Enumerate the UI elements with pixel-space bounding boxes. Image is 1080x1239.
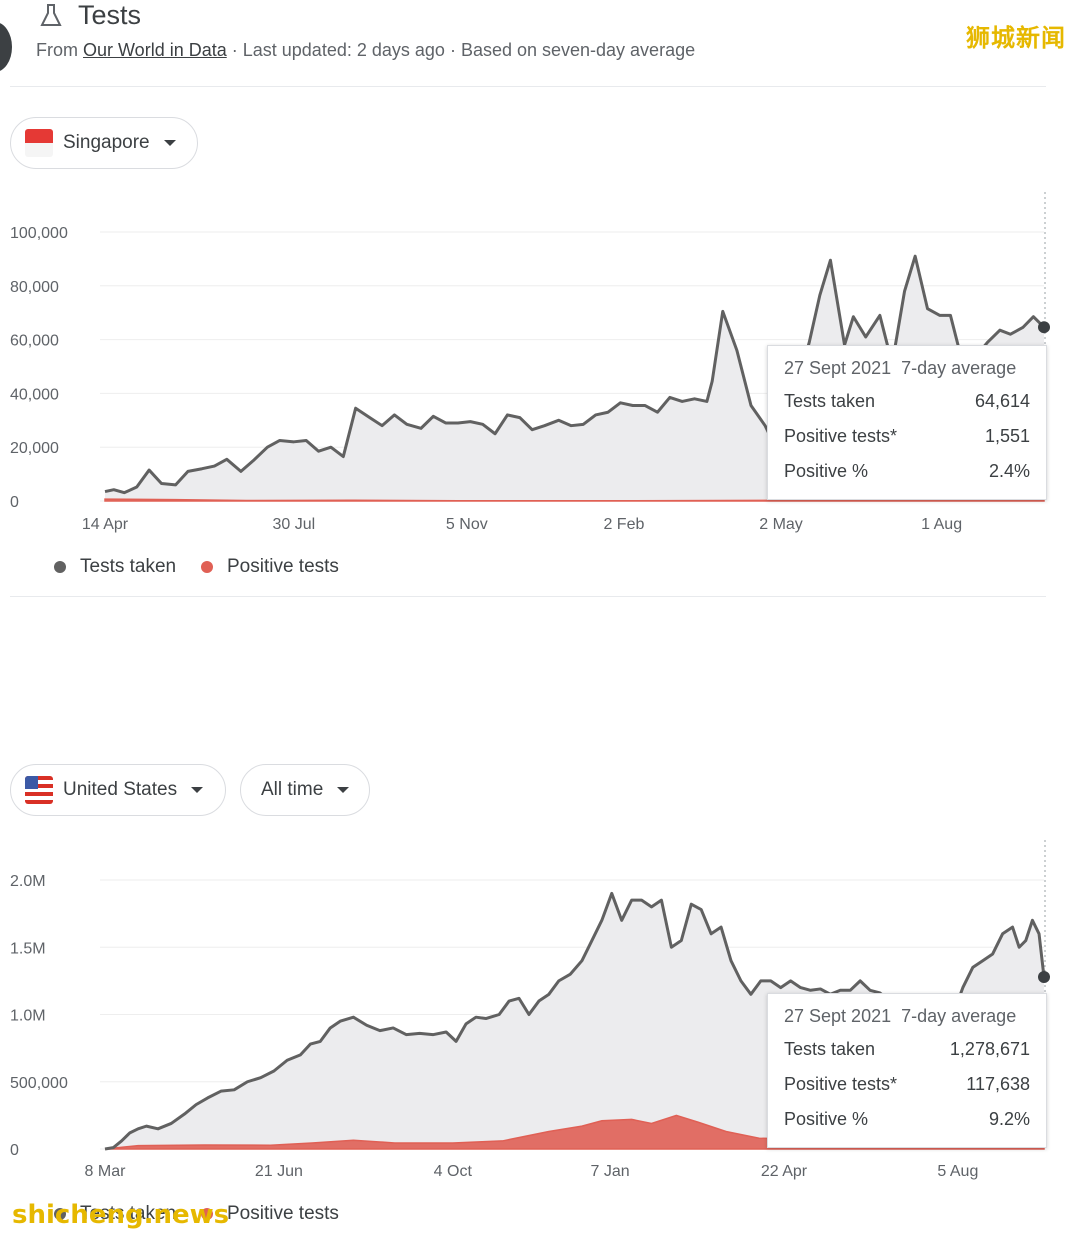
legend-label: Positive tests: [227, 1203, 339, 1224]
legend-label: Positive tests: [227, 556, 339, 577]
united-states-tooltip: 27 Sept 2021 7-day average Tests taken 1…: [767, 993, 1047, 1148]
legend-positive-tests[interactable]: Positive tests: [201, 556, 339, 578]
tooltip-label: Positive tests*: [784, 1074, 898, 1094]
separator-dot: ·: [449, 40, 461, 60]
y-tick-label: 2.0M: [10, 873, 46, 890]
tooltip-value: 117,638: [966, 1074, 1030, 1094]
legend-dot-gray: [54, 561, 66, 573]
page-title: Tests: [78, 0, 142, 30]
y-tick-label: 60,000: [10, 333, 59, 350]
x-tick-label: 22 Apr: [761, 1163, 808, 1180]
separator-dot: ·: [231, 40, 243, 60]
legend-tests-taken[interactable]: Tests taken: [54, 1203, 176, 1225]
tooltip-value: 1,551: [984, 426, 1030, 446]
watermark-logo-bottom: shicheng.news: [12, 1200, 230, 1230]
legend-dot-gray: [54, 1208, 66, 1220]
legend-label: Tests taken: [80, 1203, 177, 1224]
country-select-label: Singapore: [63, 132, 150, 153]
basis-note: Based on seven-day average: [460, 40, 696, 60]
tooltip-row-positive: Positive tests* 1,551: [784, 426, 1030, 447]
tooltip-header: 27 Sept 2021 7-day average: [784, 1006, 1030, 1027]
y-tick-label: 0: [10, 1142, 19, 1159]
x-tick-label: 4 Oct: [434, 1163, 473, 1180]
chevron-down-icon: [337, 787, 350, 793]
tooltip-header: 27 Sept 2021 7-day average: [784, 358, 1030, 379]
tooltip-row-positive-pct: Positive % 9.2%: [784, 1109, 1030, 1130]
tooltip-row-positive: Positive tests* 117,638: [784, 1074, 1030, 1095]
y-tick-label: 1.0M: [10, 1008, 46, 1025]
header-divider: [10, 86, 1046, 87]
source-line: From Our World in Data · Last updated: 2…: [36, 40, 695, 61]
country-select-singapore[interactable]: Singapore: [10, 117, 198, 169]
x-tick-label: 5 Nov: [446, 516, 488, 533]
tooltip-value: 9.2%: [988, 1109, 1030, 1129]
latest-point-marker: [1038, 321, 1050, 334]
y-tick-label: 20,000: [10, 440, 59, 457]
x-tick-label: 8 Mar: [85, 1163, 127, 1180]
tooltip-value: 64,614: [974, 391, 1030, 411]
y-tick-label: 100,000: [10, 225, 68, 242]
legend-positive-tests[interactable]: Positive tests: [201, 1203, 339, 1225]
x-tick-label: 1 Aug: [921, 516, 962, 533]
x-tick-label: 2 May: [759, 516, 803, 533]
tooltip-label: Positive %: [784, 1109, 869, 1129]
tooltip-row-tests: Tests taken 1,278,671: [784, 1039, 1030, 1060]
legend-tests-taken[interactable]: Tests taken: [54, 556, 176, 578]
section-divider: [10, 596, 1046, 597]
from-label: From: [36, 40, 78, 60]
time-range-label: All time: [261, 779, 324, 800]
tooltip-row-positive-pct: Positive % 2.4%: [784, 461, 1030, 482]
x-tick-label: 2 Feb: [603, 516, 644, 533]
legend-dot-red: [201, 561, 213, 573]
x-tick-label: 7 Jan: [591, 1163, 630, 1180]
tooltip-date: 27 Sept 2021: [784, 1006, 892, 1026]
legend-label: Tests taken: [80, 556, 177, 577]
x-tick-label: 21 Jun: [255, 1163, 303, 1180]
watermark-logo-top: 狮城新闻: [966, 24, 1066, 52]
tooltip-row-tests: Tests taken 64,614: [784, 391, 1030, 412]
tooltip-basis: 7-day average: [901, 1006, 1017, 1026]
country-select-label: United States: [63, 779, 178, 800]
flask-icon: [40, 4, 62, 26]
tooltip-label: Tests taken: [784, 1039, 876, 1059]
singapore-flag-icon: [25, 129, 53, 157]
tooltip-label: Positive %: [784, 461, 869, 481]
x-tick-label: 14 Apr: [82, 516, 129, 533]
singapore-tooltip: 27 Sept 2021 7-day average Tests taken 6…: [767, 345, 1047, 500]
tooltip-value: 1,278,671: [949, 1039, 1030, 1059]
time-range-select[interactable]: All time: [240, 764, 370, 816]
tooltip-label: Tests taken: [784, 391, 876, 411]
country-select-united-states[interactable]: United States: [10, 764, 226, 816]
legend-dot-red: [201, 1208, 213, 1220]
y-tick-label: 80,000: [10, 279, 59, 296]
us-flag-icon: [25, 776, 53, 804]
y-tick-label: 500,000: [10, 1075, 68, 1092]
chevron-down-icon: [191, 787, 204, 793]
tooltip-basis: 7-day average: [901, 358, 1017, 378]
tooltip-value: 2.4%: [988, 461, 1030, 481]
tooltip-label: Positive tests*: [784, 426, 898, 446]
x-tick-label: 30 Jul: [273, 516, 316, 533]
x-tick-label: 5 Aug: [937, 1163, 978, 1180]
source-link[interactable]: Our World in Data: [83, 40, 227, 60]
y-tick-label: 1.5M: [10, 940, 46, 957]
y-tick-label: 40,000: [10, 386, 59, 403]
tooltip-date: 27 Sept 2021: [784, 358, 892, 378]
chevron-down-icon: [163, 140, 176, 146]
profile-avatar[interactable]: [0, 22, 12, 72]
y-tick-label: 0: [10, 494, 19, 511]
latest-point-marker: [1038, 971, 1050, 984]
last-updated: Last updated: 2 days ago: [242, 40, 445, 60]
